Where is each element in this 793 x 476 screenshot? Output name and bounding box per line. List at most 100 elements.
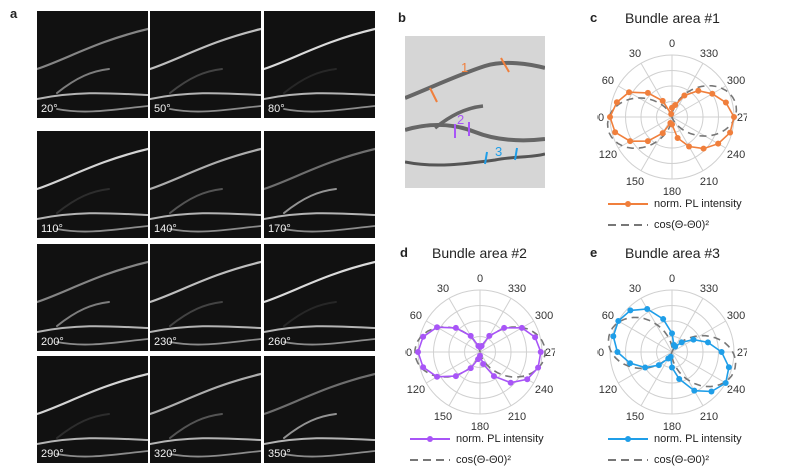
data-point [670,341,677,348]
polar-grid-spoke [448,351,481,406]
data-point [669,330,675,337]
data-point [434,324,441,331]
data-point [681,92,688,99]
data-point [655,362,662,369]
polar-angle-label: 120 [599,149,617,161]
angle-label: 230° [154,336,177,348]
data-point [672,102,679,109]
polar-angle-label: 240 [535,384,553,396]
polar-grid-spoke [671,85,726,118]
polar-grid-spoke [618,320,673,353]
legend-item-2-data: norm. PL intensity [410,433,544,445]
angle-label: 20° [41,103,58,115]
data-point [626,89,633,96]
data-point [686,143,693,150]
data-point [452,324,459,331]
data-point [676,375,683,382]
data-point [695,87,702,94]
data-point [704,339,711,346]
data-point [486,332,493,339]
data-point [490,373,497,380]
polar-angle-label: 330 [700,48,718,60]
legend-item-3-fit: cos(Θ-Θ0)² [608,454,709,466]
polar-angle-label: 60 [602,310,614,322]
polar-angle-label: 90 [597,112,604,124]
polar-angle-label: 240 [727,149,745,161]
image-tile: 320° [150,356,261,463]
bundle-label-3: 3 [495,144,502,159]
data-point [507,379,514,386]
data-point [434,373,441,380]
angle-label: 350° [268,448,291,460]
image-tile: 170° [264,131,375,238]
panel-label-a: a [10,6,18,21]
image-tile: 260° [264,244,375,351]
image-tile: 80° [264,11,375,118]
polar-angle-label: 60 [602,75,614,87]
data-point [700,145,707,152]
polar-angle-label: 30 [629,48,641,60]
polar-grid-spoke [671,298,704,353]
polar-chart-3: 0 30 60 90 120 150 180 210 240 270 300 330 [597,273,747,430]
polar-angle-label: 90 [405,347,412,359]
polar-angle-label: 30 [629,283,641,295]
angle-label: 170° [268,223,291,235]
polar-angle-label: 120 [407,384,425,396]
image-tile: 140° [150,131,261,238]
polar-angle-label: 240 [727,384,745,396]
polar-angle-label: 120 [599,384,617,396]
data-point [690,336,697,343]
panel-label-d: d [400,245,408,260]
legend-label-2-fit: cos(Θ-Θ0)² [456,454,511,466]
polar-angle-label: 330 [700,283,718,295]
overview-image: 1 2 3 [404,36,546,188]
panel-label-e: e [590,245,598,260]
data-point [678,339,685,346]
chart-title-2: Bundle area #2 [432,245,527,261]
polar-angle-label: 90 [597,347,604,359]
data-point [644,306,651,313]
angle-label: 110° [41,223,63,235]
image-tile: 200° [37,244,148,351]
data-point [644,89,651,96]
data-point [614,349,621,355]
legend-label-1-data: norm. PL intensity [654,198,742,210]
data-point [452,373,459,380]
data-point [722,380,729,386]
image-tile: 20° [37,11,148,118]
panel-label-c: c [590,10,598,25]
image-tile: 350° [264,356,375,463]
data-point [627,360,634,367]
data-point [477,352,483,359]
data-point [610,333,617,340]
legend-item-3-data: norm. PL intensity [608,433,742,445]
data-point [660,316,667,323]
data-point [727,129,734,136]
data-point [627,138,634,145]
data-point [415,349,421,355]
data-point [722,99,729,106]
angle-label: 80° [268,103,285,115]
polar-grid-spoke [479,351,512,406]
data-point [669,121,675,128]
data-point [478,343,485,350]
data-point [644,138,651,145]
data-point [524,376,531,383]
data-point [627,307,634,314]
data-point [715,140,722,147]
angle-label: 200° [41,336,64,348]
polar-angle-label: 150 [626,411,644,423]
polar-angle-label: 180 [663,186,681,195]
data-point [535,364,542,371]
data-point [674,134,681,141]
polar-chart-2: 0 30 60 90 120 150 180 210 240 270 300 330 [405,273,555,430]
polar-angle-label: 210 [700,176,718,188]
data-point [669,364,675,371]
data-point [420,364,427,371]
data-point [668,111,675,118]
legend-item-1-fit: cos(Θ-Θ0)² [608,219,709,231]
data-point [709,90,716,97]
angle-label: 290° [41,448,64,460]
legend-label-1-fit: cos(Θ-Θ0)² [654,219,709,231]
legend-label-3-fit: cos(Θ-Θ0)² [654,454,709,466]
